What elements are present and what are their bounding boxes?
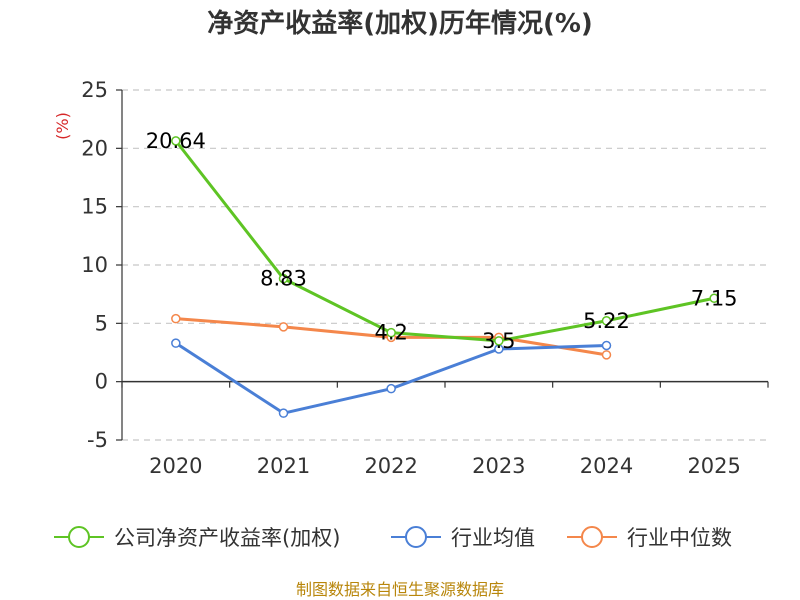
series-line bbox=[174, 139, 715, 343]
data-label: 7.15 bbox=[691, 286, 738, 310]
series-0 bbox=[171, 136, 719, 346]
data-point bbox=[171, 338, 181, 348]
y-tick-label: 20 bbox=[81, 136, 108, 160]
x-tick-label: 2020 bbox=[149, 454, 202, 478]
x-tick-label: 2022 bbox=[364, 454, 417, 478]
data-label: 3.5 bbox=[482, 329, 515, 353]
y-tick-label: -5 bbox=[87, 428, 108, 452]
data-labels: 20.64 8.83 4.2 3.5 5.22 7.15 bbox=[146, 129, 738, 353]
data-point bbox=[171, 136, 181, 146]
series-group bbox=[171, 136, 719, 418]
legend[interactable]: 公司净资产收益率(加权) 行业均值 行业中位数 bbox=[54, 526, 732, 550]
x-tick-label: 2024 bbox=[580, 454, 633, 478]
data-point bbox=[278, 322, 289, 332]
x-tick-label: 2021 bbox=[257, 454, 310, 478]
legend-circle-icon bbox=[68, 526, 90, 548]
data-point bbox=[601, 316, 612, 326]
x-tick-label: 2023 bbox=[472, 454, 525, 478]
grid-lines bbox=[122, 89, 768, 441]
data-point bbox=[386, 383, 396, 394]
source-note: 制图数据来自恒生聚源数据库 bbox=[296, 580, 504, 599]
legend-item[interactable]: 行业均值 bbox=[391, 526, 535, 550]
data-point bbox=[171, 313, 181, 324]
y-tick-label: 10 bbox=[81, 253, 108, 277]
data-point bbox=[386, 327, 396, 338]
data-label: 8.83 bbox=[260, 267, 307, 291]
axes bbox=[116, 89, 769, 441]
y-tick-label: 5 bbox=[95, 311, 108, 335]
data-point bbox=[601, 350, 612, 360]
legend-item[interactable]: 公司净资产收益率(加权) bbox=[54, 526, 340, 550]
legend-label: 行业均值 bbox=[451, 526, 535, 550]
legend-circle-icon bbox=[405, 526, 427, 548]
series-line bbox=[175, 341, 607, 415]
legend-item[interactable]: 行业中位数 bbox=[567, 526, 732, 550]
y-tick-label: 0 bbox=[95, 370, 108, 394]
data-point bbox=[601, 340, 612, 351]
data-label: 20.64 bbox=[146, 129, 206, 153]
data-label: 4.2 bbox=[374, 321, 407, 345]
data-point bbox=[494, 336, 504, 346]
y-tick-label: 15 bbox=[81, 195, 108, 219]
y-tick-labels: -5 0 5 10 15 20 25 bbox=[81, 78, 108, 452]
chart-title: 净资产收益率(加权)历年情况(%) bbox=[207, 8, 593, 39]
x-tick-label: 2025 bbox=[687, 454, 740, 478]
y-tick-label: 25 bbox=[81, 78, 108, 102]
legend-label: 公司净资产收益率(加权) bbox=[114, 526, 340, 550]
data-label: 5.22 bbox=[583, 309, 630, 333]
data-point bbox=[709, 293, 719, 303]
legend-circle-icon bbox=[581, 526, 603, 548]
data-point bbox=[278, 273, 289, 284]
data-point bbox=[278, 408, 289, 418]
series-1 bbox=[171, 338, 612, 418]
legend-label: 行业中位数 bbox=[627, 526, 732, 550]
x-tick-labels: 2020 2021 2022 2023 2024 2025 bbox=[149, 454, 741, 478]
y-axis-unit: (%) bbox=[53, 112, 72, 140]
